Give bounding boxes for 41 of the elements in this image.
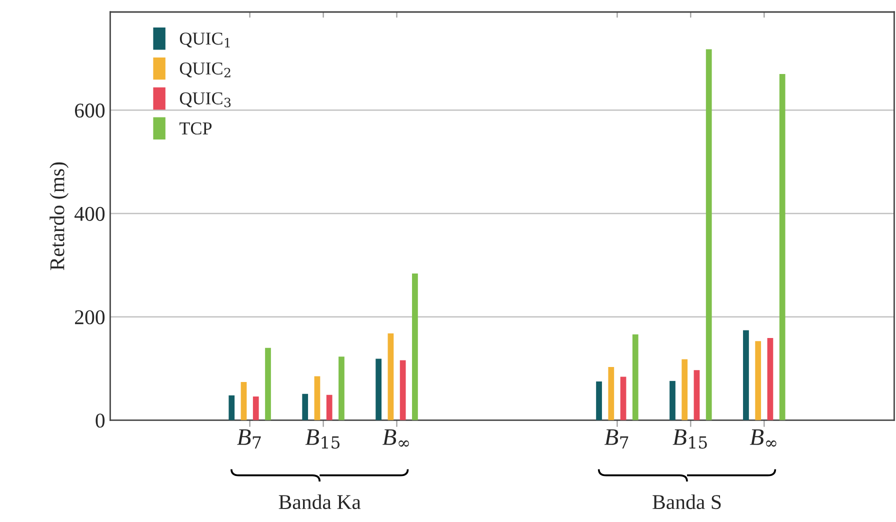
bar [400,360,406,420]
legend-label: QUIC$_{3}$ [180,92,231,108]
bar [743,330,749,420]
y-axis-title: Retardo (ms) [50,162,69,270]
bar [302,394,308,420]
bar [376,358,382,420]
x-tick-label: B$_{15}$ [305,429,340,449]
bar [596,381,602,420]
bar [314,376,320,420]
bar [620,376,626,420]
x-tick-label: B$_{15}$ [672,429,707,449]
bar [265,348,271,420]
bar [767,338,774,420]
legend-label: QUIC$_{2}$ [180,62,230,78]
bar [694,370,700,420]
bar [228,395,235,420]
legend-label: TCP [180,122,212,135]
bar [388,333,394,420]
bar [755,341,762,420]
legend-label: QUIC$_{1}$ [180,32,230,48]
bar [706,49,712,420]
bar [412,273,418,420]
bar [682,359,688,420]
x-tick-label: B$_{7}$ [604,429,628,448]
y-tick-label: 600 [74,104,105,118]
bar [326,394,332,420]
bar [779,74,786,420]
bar [252,396,259,420]
y-tick-label: 200 [75,310,105,324]
x-tick-label: B$_{∞}$ [382,429,409,447]
y-tick-label: 400 [74,206,105,221]
x-tick-label: B$_{7}$ [237,429,261,448]
text: Banda S [652,494,721,510]
x-tick-label: B$_{∞}$ [750,429,776,447]
bar [632,334,638,420]
bar [240,382,247,420]
bar [338,356,344,420]
bar [670,380,676,420]
bar [608,366,614,420]
y-tick-label: 0 [96,414,105,428]
text: Banda Ka [278,494,361,510]
